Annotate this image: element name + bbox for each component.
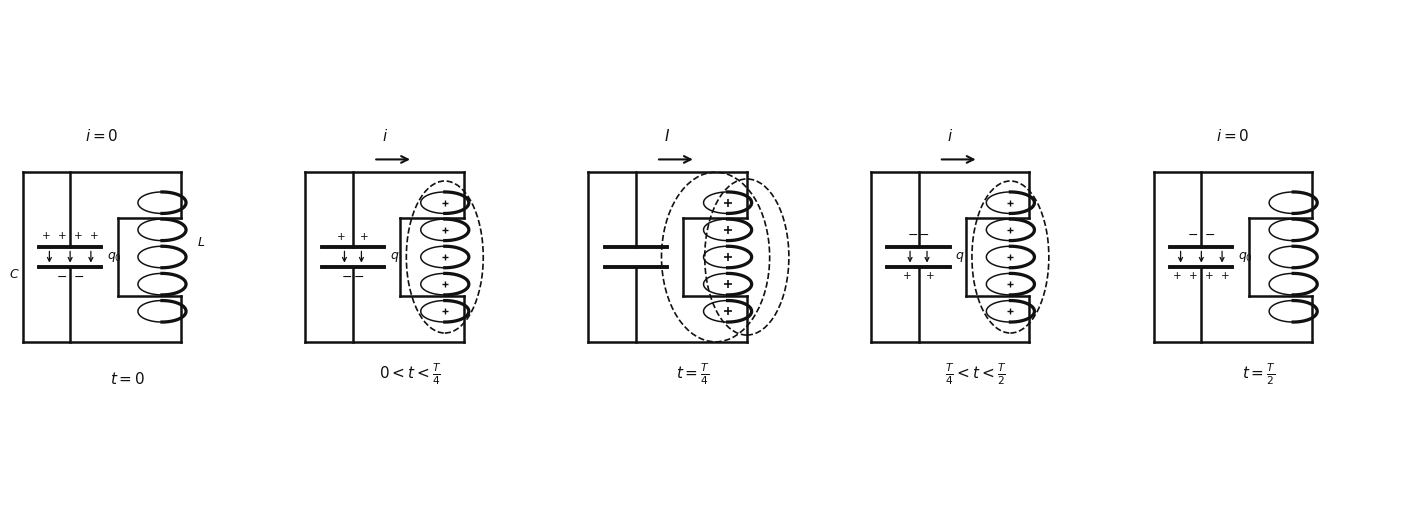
Text: +: +	[904, 271, 912, 281]
Text: $q$: $q$	[956, 250, 964, 264]
Text: +: +	[361, 232, 369, 242]
Text: $i$: $i$	[947, 128, 953, 144]
Text: −: −	[1188, 229, 1198, 242]
Text: $I$: $I$	[665, 128, 670, 144]
Text: $q$: $q$	[390, 250, 399, 264]
Text: +: +	[90, 231, 99, 242]
Text: +: +	[338, 232, 346, 242]
Text: +: +	[1174, 271, 1182, 281]
Text: $C$: $C$	[8, 268, 20, 281]
Text: $i = 0$: $i = 0$	[85, 128, 119, 144]
Text: $q_0$: $q_0$	[107, 250, 122, 264]
Text: −: −	[1205, 229, 1215, 242]
Text: $\frac{T}{4} < t < \frac{T}{2}$: $\frac{T}{4} < t < \frac{T}{2}$	[945, 361, 1007, 387]
Text: $q_0$: $q_0$	[1239, 250, 1253, 264]
Text: −: −	[57, 271, 66, 284]
Text: $t = 0$: $t = 0$	[110, 371, 144, 387]
Text: +: +	[42, 231, 51, 242]
Text: $i = 0$: $i = 0$	[1216, 128, 1250, 144]
Text: −: −	[919, 229, 929, 242]
Text: +: +	[926, 271, 935, 281]
Text: −: −	[74, 271, 83, 284]
Text: +: +	[1189, 271, 1198, 281]
Text: $i$: $i$	[382, 128, 387, 144]
Text: +: +	[74, 231, 82, 242]
Text: −: −	[342, 271, 352, 284]
Text: −: −	[354, 271, 363, 284]
Text: $L$: $L$	[198, 236, 205, 249]
Text: +: +	[1205, 271, 1213, 281]
Text: +: +	[1222, 271, 1230, 281]
Text: +: +	[58, 231, 66, 242]
Text: $0 < t < \frac{T}{4}$: $0 < t < \frac{T}{4}$	[379, 361, 441, 387]
Text: −: −	[908, 229, 918, 242]
Text: $t = \frac{T}{4}$: $t = \frac{T}{4}$	[676, 361, 710, 387]
Text: $t = \frac{T}{2}$: $t = \frac{T}{2}$	[1241, 361, 1275, 387]
